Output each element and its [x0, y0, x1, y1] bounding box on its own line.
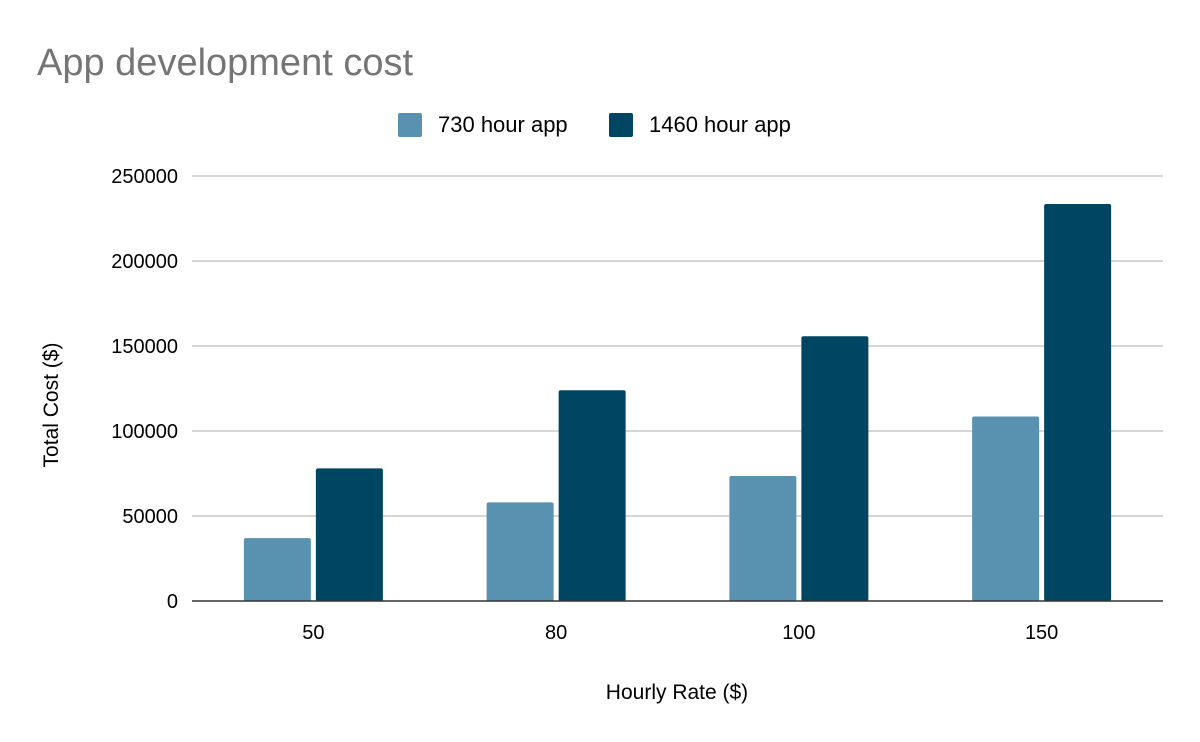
bar-1460-hour-150 — [1044, 204, 1112, 602]
y-axis-label: Total Cost ($) — [40, 343, 63, 468]
bar-1460-hour-50 — [315, 468, 383, 601]
y-tick-label: 0 — [167, 591, 178, 613]
y-tick-label: 200000 — [111, 251, 178, 273]
legend-label: 1460 hour app — [649, 112, 791, 137]
x-tick-label: 100 — [782, 622, 815, 644]
y-tick-label: 50000 — [122, 506, 178, 528]
y-axis-ticks: 0 50000 100000 150000 200000 250000 — [111, 166, 178, 613]
legend-swatch — [398, 113, 422, 137]
legend: 730 hour app 1460 hour app — [398, 112, 791, 137]
bar-730-hour-50 — [243, 538, 311, 601]
bar-1460-hour-80 — [558, 390, 626, 601]
x-tick-label: 50 — [302, 622, 324, 644]
bar-1460-hour-100 — [801, 336, 869, 601]
y-tick-label: 150000 — [111, 336, 178, 358]
legend-label: 730 hour app — [438, 112, 568, 137]
x-axis-ticks: 50 80 100 150 — [302, 622, 1058, 644]
bars — [243, 204, 1112, 602]
y-tick-label: 100000 — [111, 421, 178, 443]
chart-title: App development cost — [37, 42, 413, 84]
bar-730-hour-80 — [486, 502, 554, 601]
x-tick-label: 80 — [545, 622, 567, 644]
bar-730-hour-150 — [972, 416, 1040, 601]
legend-swatch — [609, 113, 633, 137]
y-tick-label: 250000 — [111, 166, 178, 188]
x-axis-label: Hourly Rate ($) — [606, 681, 748, 704]
x-tick-label: 150 — [1025, 622, 1058, 644]
bar-730-hour-100 — [729, 476, 797, 601]
